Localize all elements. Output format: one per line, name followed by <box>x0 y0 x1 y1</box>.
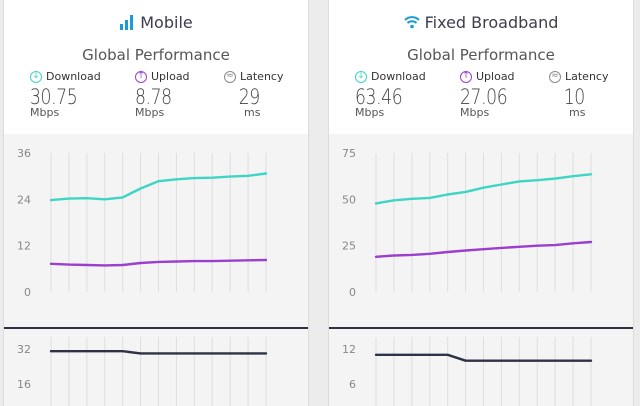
metric-download: ↓ Download 63.46 Mbps <box>355 70 445 119</box>
metric-label: Upload <box>476 70 515 83</box>
metric-value: 27.06 <box>460 85 508 109</box>
metric-label: Download <box>371 70 426 83</box>
y-tick-label: 12 <box>17 240 31 253</box>
metric-latency: ≈ Latency 10 ms <box>549 70 633 119</box>
metric-value: 10 <box>563 85 586 109</box>
latency-chart-area: 16 32 <box>4 329 308 406</box>
download-arrow-icon: ↓ <box>355 70 367 83</box>
y-tick-label: 25 <box>342 240 356 253</box>
metric-unit: Mbps <box>355 106 385 119</box>
metric-value: 8.78 <box>135 85 172 109</box>
broadband-header: Fixed Broadband <box>329 10 633 34</box>
speed-chart-area: 0 25 50 75 <box>329 134 633 328</box>
latency-chart: 6 12 <box>342 337 593 406</box>
metric-unit: Mbps <box>135 106 165 119</box>
divider <box>329 327 633 329</box>
mobile-panel: Mobile Global Performance ↓ Download 30.… <box>3 0 309 406</box>
metric-latency: ≈ Latency 29 ms <box>224 70 308 119</box>
y-tick-label: 24 <box>17 193 31 206</box>
panel-title: Fixed Broadband <box>424 12 559 32</box>
panel-title: Mobile <box>140 12 193 32</box>
y-tick-label: 36 <box>17 147 31 160</box>
metric-unit: ms <box>244 106 261 119</box>
speed-chart: 0 25 50 75 <box>342 147 593 299</box>
metric-value: 30.75 <box>30 85 78 109</box>
y-tick-label: 12 <box>342 343 356 356</box>
metric-upload: ↑ Upload 8.78 Mbps <box>135 70 225 119</box>
metric-value: 29 <box>238 85 261 109</box>
metric-unit: Mbps <box>30 106 60 119</box>
series-line-upload <box>374 240 593 259</box>
metric-label: Latency <box>565 70 609 83</box>
metric-label: Upload <box>151 70 190 83</box>
metric-label: Download <box>46 70 101 83</box>
y-tick-label: 0 <box>349 286 356 299</box>
latency-icon: ≈ <box>224 70 236 83</box>
signal-bars-icon <box>120 15 134 30</box>
y-tick-label: 75 <box>342 147 356 160</box>
series-line-latency <box>374 353 593 362</box>
y-tick-label: 0 <box>24 286 31 299</box>
y-tick-label: 16 <box>17 378 31 391</box>
metric-label: Latency <box>240 70 284 83</box>
metric-unit: ms <box>569 106 586 119</box>
speed-chart: 0 12 24 36 <box>17 147 268 299</box>
speed-chart-area: 0 12 24 36 <box>4 134 308 328</box>
global-performance-title: Global Performance <box>407 46 555 64</box>
latency-icon: ≈ <box>549 70 561 83</box>
y-tick-label: 6 <box>349 378 356 391</box>
metric-value: 63.46 <box>355 85 403 109</box>
series-line-upload <box>49 258 268 267</box>
metric-download: ↓ Download 30.75 Mbps <box>30 70 120 119</box>
metric-unit: Mbps <box>460 106 490 119</box>
divider <box>4 327 308 329</box>
series-line-latency <box>49 350 268 355</box>
upload-arrow-icon: ↑ <box>460 70 472 83</box>
series-line-download <box>49 172 268 202</box>
broadband-panel: Fixed Broadband Global Performance ↓ Dow… <box>328 0 634 406</box>
y-tick-label: 32 <box>17 343 31 356</box>
upload-arrow-icon: ↑ <box>135 70 147 83</box>
latency-chart-area: 6 12 <box>329 329 633 406</box>
wifi-icon <box>403 16 420 29</box>
y-tick-label: 50 <box>342 193 356 206</box>
mobile-header: Mobile <box>4 10 308 34</box>
download-arrow-icon: ↓ <box>30 70 42 83</box>
global-performance-title: Global Performance <box>82 46 230 64</box>
metric-upload: ↑ Upload 27.06 Mbps <box>460 70 550 119</box>
series-line-download <box>374 173 593 205</box>
